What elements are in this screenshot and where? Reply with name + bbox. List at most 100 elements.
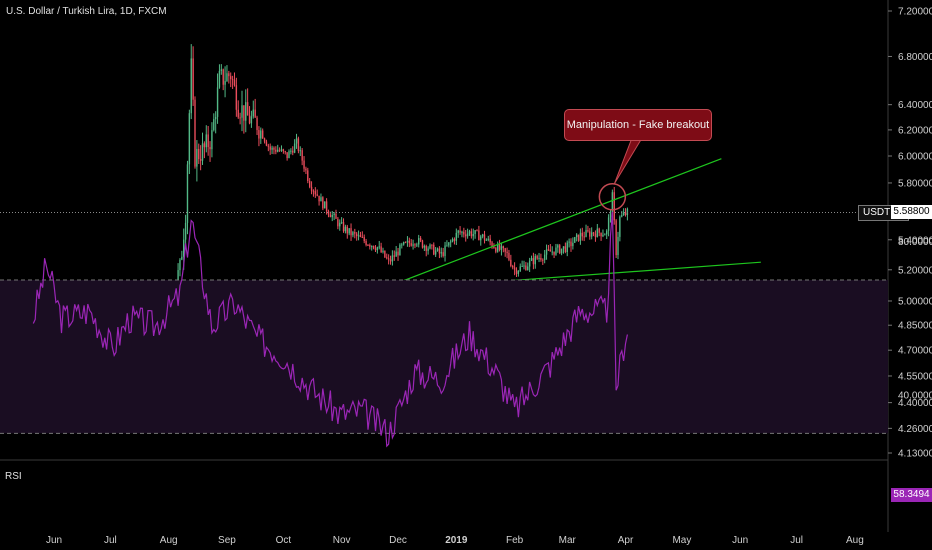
candle-body [423, 246, 426, 248]
candle-body [380, 246, 382, 253]
candle-body [463, 231, 465, 235]
candle-body [288, 151, 290, 159]
candle-body [542, 259, 544, 261]
candle-body [579, 232, 582, 241]
candle-body [275, 149, 277, 152]
candle-body [350, 228, 352, 236]
candle-body [357, 235, 360, 237]
candle-body [333, 213, 335, 215]
candle-body [183, 239, 185, 257]
candle-body [331, 214, 333, 218]
candle-body [203, 143, 206, 148]
candle-body [455, 232, 458, 241]
candle-body [271, 147, 273, 150]
candle-body [292, 150, 294, 153]
x-tick-label: Oct [276, 535, 292, 546]
candle-body [254, 109, 256, 118]
candle-body [397, 251, 399, 256]
candle-body [261, 130, 264, 139]
candle-body [273, 147, 275, 150]
candle-body [412, 244, 414, 246]
y-tick-label: 7.20000 [898, 7, 932, 18]
candle-body [528, 260, 531, 267]
candle-body [575, 234, 578, 238]
candle-body [611, 192, 614, 213]
candle-body [461, 231, 463, 233]
candle-body [448, 242, 450, 246]
y-tick-label: 4.70000 [898, 346, 932, 357]
candle-body [348, 228, 350, 234]
candle-body [207, 134, 209, 148]
candle-body [621, 215, 623, 217]
candle-body [282, 149, 285, 152]
candle-body [307, 170, 309, 182]
candle-body [243, 105, 245, 121]
candle-body [431, 244, 433, 246]
candle-body [418, 238, 420, 245]
x-tick-label: Apr [618, 535, 634, 546]
rsi-band-fill [0, 279, 888, 434]
x-tick-label: Jul [104, 535, 117, 546]
candle-body [192, 58, 194, 100]
x-tick-label: May [672, 535, 691, 546]
candle-body [222, 69, 224, 85]
x-tick-label: Sep [218, 535, 236, 546]
candle-body [299, 150, 301, 152]
y-tick-label: 6.80000 [898, 52, 932, 63]
callout-pointer [613, 137, 643, 185]
candle-body [489, 238, 491, 243]
x-tick-label: Mar [559, 535, 577, 546]
candle-body [566, 242, 568, 253]
candle-body [617, 236, 619, 256]
candle-body [386, 257, 388, 259]
candle-body [371, 245, 373, 247]
candle-body [312, 190, 315, 192]
candle-body [560, 248, 563, 254]
candle-body [495, 248, 497, 252]
candle-body [440, 252, 442, 254]
candle-body [297, 138, 300, 152]
candle-body [517, 270, 520, 274]
candle-body [406, 240, 409, 243]
candle-body [624, 212, 627, 216]
candle-body [316, 194, 318, 196]
candle-body [502, 246, 505, 249]
candle-body [256, 117, 258, 131]
candle-body [258, 130, 260, 139]
y-tick-label: 4.40000 [898, 398, 932, 409]
candle-body [446, 245, 448, 247]
candle-body [369, 245, 371, 247]
candle-body [389, 259, 392, 262]
candle-body [594, 233, 597, 238]
candle-body [327, 211, 330, 215]
candle-body [305, 168, 307, 171]
candle-body [496, 244, 499, 252]
candle-body [589, 231, 591, 237]
candle-body [508, 252, 510, 260]
candle-body [553, 251, 555, 255]
candle-body [329, 214, 332, 218]
candle-body [220, 69, 223, 71]
candle-body [337, 218, 339, 227]
candle-body [545, 249, 548, 255]
candle-body [359, 235, 362, 237]
candle-body [419, 238, 422, 241]
candle-body [367, 244, 369, 246]
candle-body [480, 236, 482, 241]
candle-body [549, 249, 552, 252]
candle-body [216, 87, 219, 117]
candle-body [421, 240, 424, 248]
candle-body [342, 222, 345, 232]
rsi-value-tag: 58.3494 [891, 488, 932, 502]
candle-body [498, 244, 501, 250]
candle-body [521, 265, 523, 267]
y-tick-label: 5.80000 [898, 178, 932, 189]
annotation-callout[interactable]: Manipulation - Fake breakout [564, 109, 712, 141]
candle-body [231, 79, 234, 81]
candle-body [626, 208, 629, 216]
x-tick-label: Dec [389, 535, 407, 546]
y-tick-label: 5.00000 [898, 296, 932, 307]
candle-body [525, 265, 527, 270]
candle-body [459, 230, 461, 233]
candle-body [301, 150, 303, 161]
